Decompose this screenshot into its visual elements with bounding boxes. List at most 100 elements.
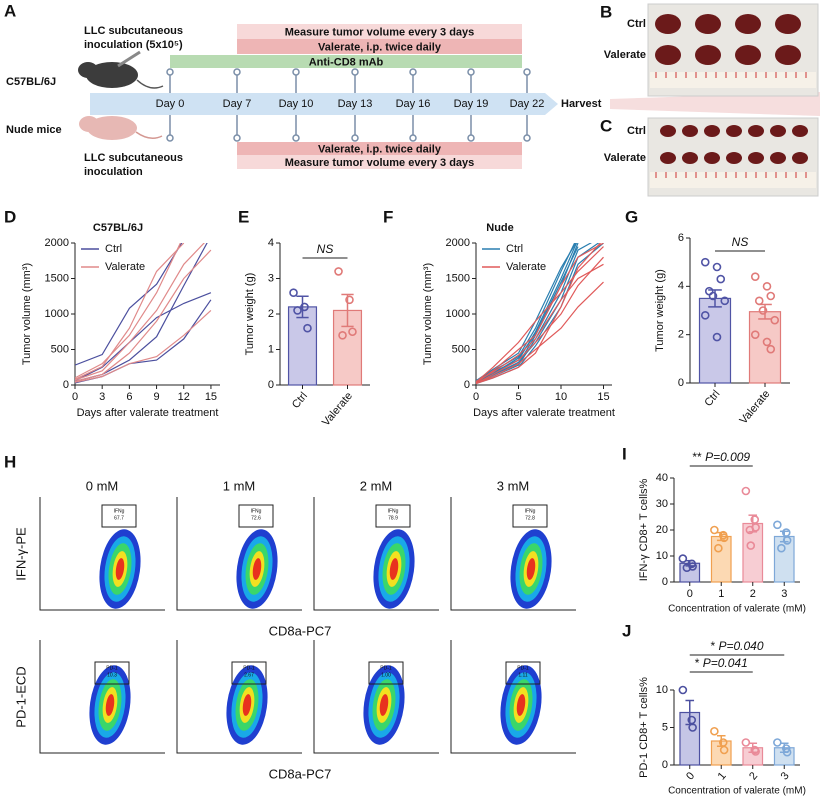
data-point — [300, 302, 309, 312]
legend-label: Ctrl — [506, 243, 523, 255]
y-tick-label: 20 — [656, 524, 668, 536]
condition-label: 0 mM — [86, 478, 119, 493]
data-point — [348, 327, 357, 337]
data-line — [476, 243, 592, 385]
timeline-dot — [351, 134, 359, 142]
y-tick-label: 2 — [268, 308, 274, 320]
flow-y-label: PD-1-ECD — [13, 666, 28, 727]
y-axis-label: Tumor weight (g) — [244, 273, 256, 356]
data-point — [688, 562, 697, 571]
treatment-bar — [170, 55, 522, 68]
tumor — [655, 14, 681, 34]
y-tick-label: 3 — [268, 272, 274, 284]
flow-axes — [39, 497, 165, 611]
tumor — [748, 152, 764, 164]
data-point — [777, 543, 786, 553]
timeline-dot — [233, 68, 241, 76]
x-tick-label: 2 — [747, 770, 760, 782]
tumor — [682, 152, 698, 164]
x-tick-label: 0 — [687, 588, 693, 600]
data-point — [782, 536, 792, 545]
data-point — [773, 520, 782, 530]
x-tick-label: 3 — [779, 770, 792, 782]
panel-letter: A — [4, 1, 16, 20]
significance-label: * P=0.040 — [710, 639, 763, 653]
data-point — [762, 282, 772, 291]
x-tick-label: 1 — [716, 770, 729, 782]
data-point — [334, 267, 343, 276]
tumor — [775, 14, 801, 34]
photo-row-label: Ctrl — [627, 18, 646, 30]
data-line — [75, 243, 205, 381]
data-point — [293, 306, 302, 315]
x-tick-label: 15 — [597, 391, 609, 403]
inoculation-label: inoculation — [84, 166, 143, 178]
data-line — [75, 292, 212, 382]
flow-gate — [512, 504, 548, 528]
y-tick-label: 1000 — [45, 308, 69, 320]
y-tick-label: 4 — [268, 237, 274, 249]
flow-density — [389, 558, 399, 580]
flow-gate — [101, 504, 137, 528]
data-point — [745, 525, 755, 535]
data-line — [75, 243, 182, 379]
timeline-dot — [292, 134, 300, 142]
bar — [748, 311, 782, 384]
significance-label: * P=0.041 — [695, 656, 748, 670]
data-point — [741, 486, 751, 496]
y-tick-label: 500 — [452, 343, 470, 355]
panel-letter: F — [383, 207, 393, 226]
flow-gate — [238, 504, 274, 528]
data-point — [345, 295, 354, 305]
x-tick-label: 3 — [99, 391, 105, 403]
day-label: Day 13 — [338, 98, 373, 110]
x-tick-label: 1 — [718, 588, 724, 600]
x-tick-label: 0 — [684, 770, 697, 782]
inoculation-label: inoculation (5x10⁵) — [84, 39, 183, 51]
data-line — [476, 243, 602, 385]
data-point — [719, 745, 729, 755]
x-tick-label: Valerate — [738, 388, 773, 426]
y-tick-label: 0 — [63, 379, 69, 391]
day-label: Day 7 — [223, 98, 252, 110]
panel-letter: D — [4, 207, 16, 226]
gate-label: PD-1 — [243, 665, 255, 671]
tumor — [655, 45, 681, 65]
day-label: Day 0 — [156, 98, 185, 110]
data-line — [476, 246, 579, 383]
day-label: Day 10 — [279, 98, 314, 110]
x-tick-label: Ctrl — [702, 388, 722, 409]
gate-label: IFNg — [525, 508, 536, 514]
y-tick-label: 10 — [656, 684, 668, 696]
data-point — [750, 272, 760, 281]
data-point — [338, 330, 347, 340]
data-point — [682, 563, 692, 573]
inoculation-label: LLC subcutaneous — [84, 25, 183, 37]
flow-axes — [450, 640, 576, 754]
y-axis-label: Tumor weight (g) — [654, 269, 666, 352]
photo-row-label: Valerate — [604, 152, 646, 164]
gate-value: 67.7 — [114, 515, 124, 521]
photo-ruler — [650, 172, 816, 188]
tumor — [792, 152, 808, 164]
x-tick-label: 12 — [178, 391, 190, 403]
tumor — [735, 14, 761, 34]
mouse-tail — [136, 79, 164, 89]
data-line — [75, 243, 183, 366]
mouse-body — [86, 62, 138, 88]
data-line — [75, 309, 212, 383]
mouse-label: C57BL/6J — [6, 76, 56, 88]
significance-text: NS — [317, 242, 334, 256]
flow-axes — [450, 497, 576, 611]
data-line — [75, 243, 185, 380]
data-line — [476, 263, 604, 382]
flow-gate — [375, 504, 411, 528]
data-point — [773, 738, 782, 747]
y-tick-label: 500 — [51, 343, 69, 355]
bar — [710, 535, 732, 583]
y-tick-label: 5 — [662, 721, 668, 733]
tumor — [726, 125, 742, 137]
day-label: Day 22 — [510, 98, 545, 110]
data-point — [712, 332, 722, 342]
x-axis-label: Days after valerate treatment — [77, 407, 219, 419]
